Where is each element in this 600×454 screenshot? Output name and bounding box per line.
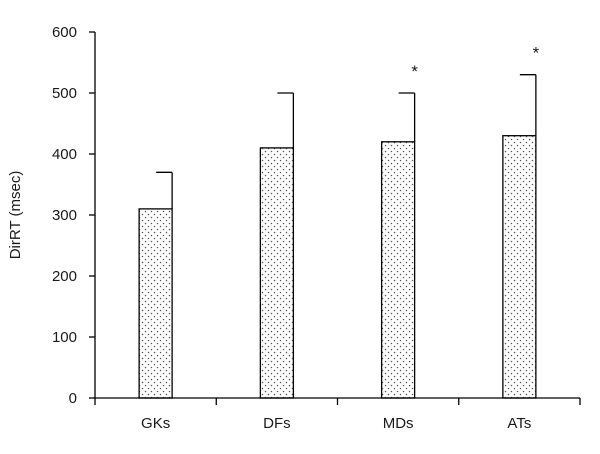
- x-tick-label: ATs: [507, 415, 531, 432]
- y-tick-label: 300: [52, 207, 77, 224]
- bar: [138, 208, 173, 399]
- y-tick-label: 600: [52, 24, 77, 41]
- bars: [138, 135, 537, 399]
- x-tick-label: GKs: [141, 415, 170, 432]
- significance-marker: *: [411, 62, 418, 81]
- significance-marker: *: [533, 44, 540, 63]
- y-ticks: 0 100 200 300 400 500 600: [52, 24, 95, 407]
- y-tick-label: 0: [69, 390, 77, 407]
- error-bars: [156, 74, 537, 209]
- y-tick-label: 500: [52, 85, 77, 102]
- y-tick-label: 100: [52, 329, 77, 346]
- y-axis-title: DirRT (msec): [7, 171, 24, 260]
- bar: [380, 141, 416, 399]
- y-axis-title-group: DirRT (msec): [7, 171, 24, 260]
- annotations: **: [411, 44, 539, 81]
- bar: [259, 147, 295, 399]
- x-tick-label: DFs: [263, 415, 291, 432]
- bar: [502, 135, 537, 399]
- x-tick-label: MDs: [383, 415, 414, 432]
- y-tick-label: 200: [52, 268, 77, 285]
- x-ticks: GKs DFs MDs ATs: [94, 398, 581, 432]
- y-tick-label: 400: [52, 146, 77, 163]
